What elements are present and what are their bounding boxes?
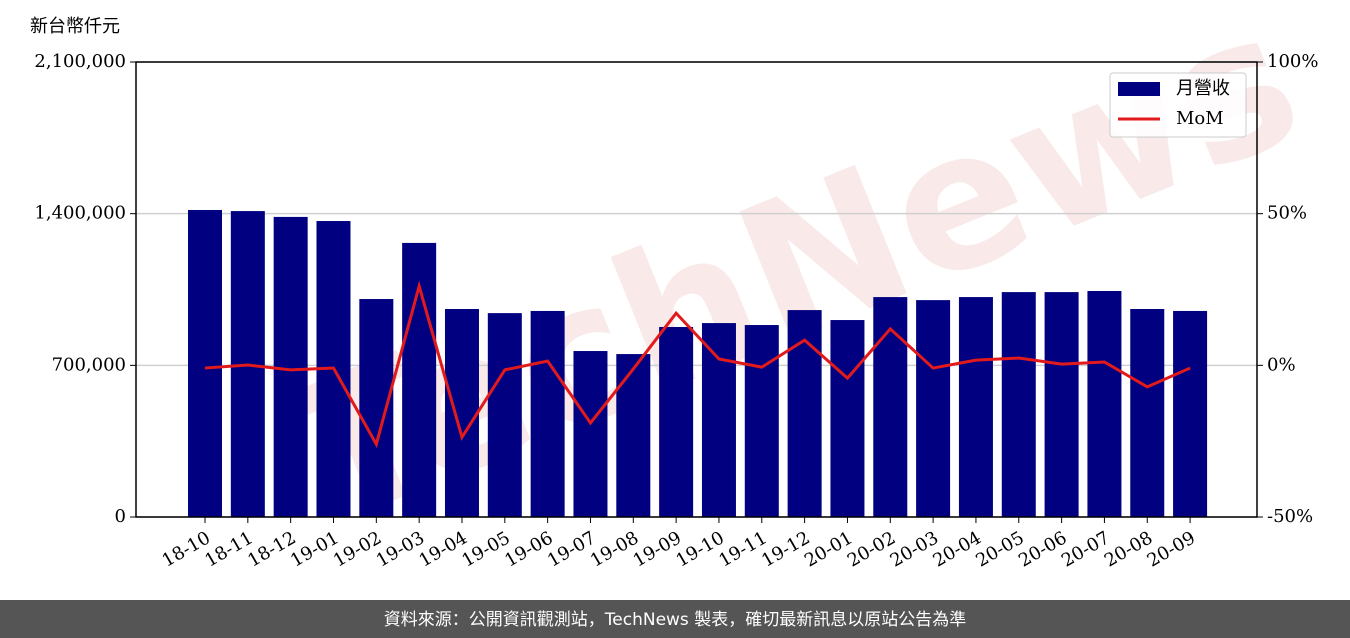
bar [787, 310, 822, 517]
footer-bar [0, 600, 1350, 638]
x-tick-label: 20-09 [1144, 527, 1199, 571]
bar [616, 354, 651, 517]
line [204, 280, 1191, 449]
y-tick-label: 700,000 [52, 354, 126, 375]
bar [487, 313, 522, 517]
bar [359, 299, 394, 517]
x-tick-label: 19-12 [758, 527, 813, 571]
x-tick-label: 18-12 [244, 527, 299, 571]
x-tick-label: 20-05 [972, 527, 1027, 571]
bar [1130, 309, 1165, 517]
x-tick-label: 19-09 [630, 527, 685, 571]
bar [958, 297, 993, 517]
footer-text: 資料來源：公開資訊觀測站，TechNews 製表，確切最新訊息以原站公告為準 [384, 610, 966, 630]
x-tick-label: 20-04 [930, 527, 985, 571]
y-tick-label: 1,400,000 [34, 203, 126, 224]
x-tick-label: 20-06 [1015, 527, 1070, 571]
bar [916, 300, 951, 517]
y2-tick-label: 100% [1267, 51, 1318, 72]
x-tick-label: 19-11 [715, 527, 770, 571]
legend-label: MoM [1176, 108, 1224, 129]
plot-frame [135, 61, 1258, 518]
x-tick-label: 19-08 [587, 527, 642, 571]
bar [1001, 292, 1036, 517]
bar [530, 310, 565, 517]
bar [701, 323, 736, 517]
x-tick-label: 19-10 [673, 527, 728, 571]
x-tick-label: 19-01 [287, 527, 342, 571]
x-tick-label: 19-06 [501, 527, 556, 571]
y-tick-label: 2,100,000 [34, 51, 126, 72]
bar [830, 320, 865, 517]
x-tick-label: 19-05 [458, 527, 513, 571]
bar [744, 325, 779, 517]
bar [873, 297, 908, 517]
x-tick-label: 19-07 [544, 527, 599, 571]
bar [273, 216, 308, 517]
bar [1044, 292, 1079, 517]
bar [188, 209, 222, 517]
x-tick-label: 20-07 [1058, 527, 1113, 571]
bar [659, 326, 694, 517]
bar [1087, 291, 1122, 517]
bar [444, 309, 479, 517]
x-tick-label: 20-02 [844, 527, 899, 571]
legend-swatch [1118, 82, 1160, 96]
x-tick-label: 20-08 [1101, 527, 1156, 571]
bar [573, 351, 608, 517]
y-tick-label: 0 [115, 506, 126, 527]
x-tick-label: 20-01 [801, 527, 856, 571]
x-tick-label: 18-10 [159, 527, 214, 571]
legend-label: 月營收 [1176, 78, 1230, 99]
bar [1173, 310, 1208, 517]
x-tick-label: 18-11 [201, 527, 256, 571]
x-tick-label: 20-03 [887, 527, 942, 571]
y2-tick-label: 50% [1267, 203, 1307, 224]
y-axis-label: 新台幣仟元 [30, 16, 120, 37]
y2-tick-label: -50% [1267, 506, 1313, 527]
y2-tick-label: 0% [1267, 354, 1296, 375]
